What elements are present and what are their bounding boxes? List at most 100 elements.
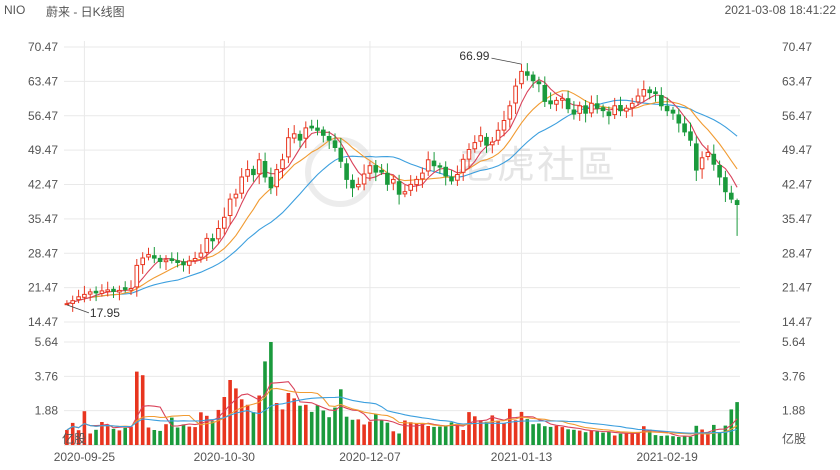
volume-bar	[82, 411, 87, 445]
candle-body	[117, 289, 122, 293]
candlestick	[391, 175, 396, 191]
candlestick	[105, 281, 111, 297]
candle-body	[717, 165, 722, 178]
candlestick	[414, 175, 419, 192]
candle-body	[437, 165, 443, 168]
candle-body	[589, 102, 594, 114]
candlestick	[367, 161, 373, 181]
volume-unit-left: 亿股	[62, 431, 86, 446]
volume-tick-label-right: 3.76	[782, 369, 806, 383]
volume-bar	[478, 420, 483, 445]
candlestick	[472, 135, 478, 153]
candlestick	[455, 165, 460, 186]
volume-bar	[181, 424, 186, 445]
date-tick-label: 2020-10-30	[194, 450, 256, 464]
volume-bar	[245, 404, 250, 445]
date-axis-labels: 2020-09-25 2020-10-30 2020-12-07 2021-01-13…	[54, 450, 698, 464]
candlestick	[589, 95, 594, 118]
candle-body	[495, 129, 501, 141]
candlestick	[460, 154, 466, 181]
candlestick	[635, 88, 641, 106]
volume-bar	[682, 436, 687, 445]
volume-bar	[630, 432, 634, 445]
candlestick	[111, 286, 116, 298]
volume-bar	[286, 393, 291, 445]
price-tick-label-left: 63.47	[28, 74, 58, 88]
volume-bar	[461, 430, 465, 445]
volume-bar	[548, 426, 553, 445]
candlestick	[525, 63, 530, 81]
candlestick	[76, 289, 81, 304]
volume-bar	[309, 411, 314, 445]
volume-bar	[589, 430, 594, 445]
candlestick	[554, 96, 559, 112]
candlestick	[653, 87, 658, 102]
candle-body	[233, 193, 239, 199]
volume-bar	[642, 426, 646, 445]
candlestick	[64, 300, 70, 306]
volume-bar	[164, 424, 168, 445]
volume-axis-labels: 5.64 5.64 3.76 3.76 1.88 1.88	[35, 335, 806, 418]
candlestick	[122, 281, 128, 293]
volume-bar	[647, 429, 652, 445]
candlesticks[interactable]	[64, 63, 740, 312]
candle-body	[659, 95, 664, 107]
candlestick	[519, 64, 524, 89]
high-marker-line	[491, 57, 522, 65]
candlestick	[146, 247, 151, 261]
candlestick	[262, 152, 268, 183]
volume-bar	[519, 411, 524, 445]
candlestick	[565, 90, 571, 114]
candlestick	[356, 177, 361, 191]
volume-bar	[129, 426, 133, 445]
candle-body	[105, 289, 111, 293]
volume-bar	[391, 431, 396, 445]
candle-body	[210, 238, 215, 242]
price-tick-label-right: 14.47	[782, 315, 812, 329]
candlestick	[425, 151, 431, 176]
candle-body	[152, 255, 157, 259]
volume-bar	[175, 427, 180, 445]
volume-bar	[327, 417, 331, 445]
candle-body	[513, 85, 518, 104]
candle-body	[629, 102, 635, 109]
candle-body	[367, 165, 373, 174]
candlestick	[350, 174, 355, 198]
volume-ma5-line	[66, 381, 738, 437]
candle-body	[653, 91, 658, 95]
volume-bar	[304, 404, 308, 445]
volume-bar	[140, 375, 145, 445]
candlestick	[82, 285, 87, 303]
volume-ma10-line	[66, 387, 738, 435]
annotations: 66.99 17.95	[66, 49, 522, 320]
candlestick	[274, 163, 279, 196]
volume-bar	[315, 405, 320, 445]
candle-body	[157, 257, 163, 262]
candle-body	[134, 264, 140, 288]
price-tick-label-left: 49.47	[28, 143, 58, 157]
candlestick	[280, 153, 285, 179]
candlestick	[729, 185, 734, 204]
volume-bar	[490, 415, 495, 445]
candle-body	[175, 260, 180, 264]
volume-bar	[152, 430, 157, 445]
volume-bar	[321, 410, 326, 445]
volume-bar	[560, 427, 565, 445]
candle-body	[262, 161, 268, 178]
candle-body	[577, 105, 583, 114]
price-tick-label-right: 21.47	[782, 281, 812, 295]
candle-body	[560, 97, 565, 101]
volume-bar	[385, 422, 390, 445]
volume-bar	[554, 425, 559, 445]
volume-bar	[193, 427, 197, 445]
candle-body	[268, 176, 274, 189]
candle-body	[466, 149, 472, 160]
grid-lines	[64, 41, 740, 446]
volume-bar	[508, 408, 512, 445]
candlestick	[181, 258, 186, 272]
candle-body	[128, 288, 134, 291]
price-tick-label-left: 28.47	[28, 246, 58, 260]
volume-bar	[659, 435, 664, 445]
volume-bar	[665, 435, 669, 445]
